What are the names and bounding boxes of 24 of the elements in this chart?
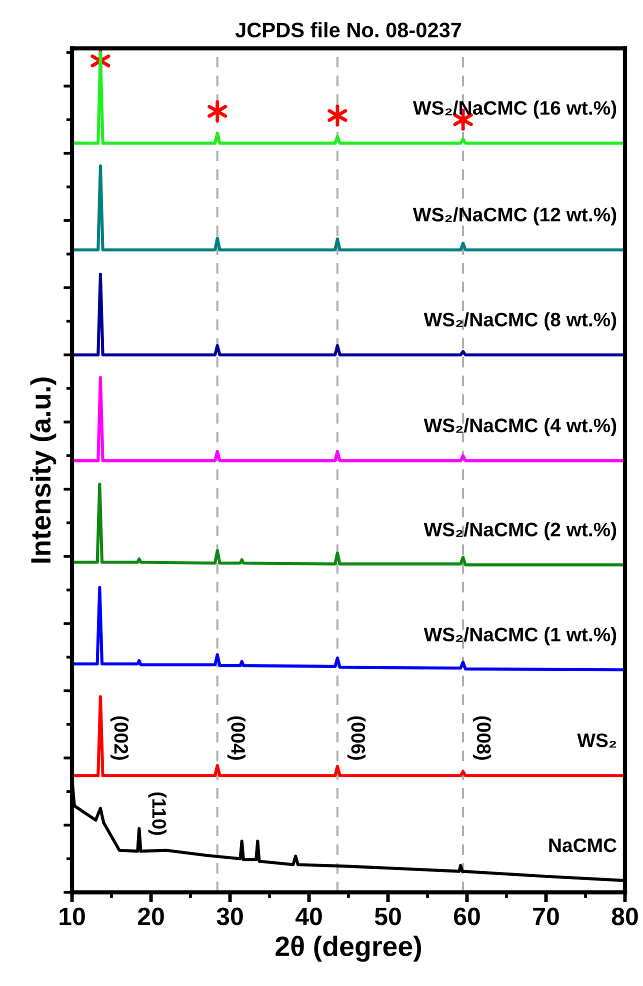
series-label: WS₂/NaCMC (12 wt.%) — [412, 207, 616, 226]
annotation: (110) — [148, 792, 166, 835]
x-tick-label: 30 — [216, 908, 243, 926]
annotation: (006) — [347, 716, 366, 760]
x-axis-title: 2θ (degree) — [276, 936, 422, 962]
chart-title: JCPDS file No. 08-0237 — [235, 22, 462, 38]
y-axis-title: Intensity (a.u.) — [30, 378, 56, 563]
x-tick-label: 50 — [374, 908, 401, 926]
annotation: (002) — [110, 716, 129, 760]
x-tick-label: 10 — [60, 908, 85, 926]
x-tick-label: 80 — [612, 908, 638, 926]
annotation: (008) — [473, 716, 492, 760]
series-label: WS₂/NaCMC (8 wt.%) — [424, 312, 616, 330]
series-label: WS₂ — [577, 733, 616, 748]
annotation: (004) — [227, 716, 246, 760]
x-tick-label: 70 — [533, 908, 559, 926]
series-label: WS₂/NaCMC (1 wt.%) — [424, 627, 616, 646]
x-tick-label: 60 — [454, 908, 480, 926]
series-label: WS₂/NaCMC (16 wt.%) — [412, 100, 616, 119]
x-tick-label: 20 — [138, 908, 164, 926]
series-label: WS₂/NaCMC (4 wt.%) — [424, 418, 616, 436]
series-label: NaCMC — [549, 838, 617, 852]
x-tick-label: 40 — [295, 908, 322, 926]
series-label: WS₂/NaCMC (2 wt.%) — [424, 522, 616, 540]
